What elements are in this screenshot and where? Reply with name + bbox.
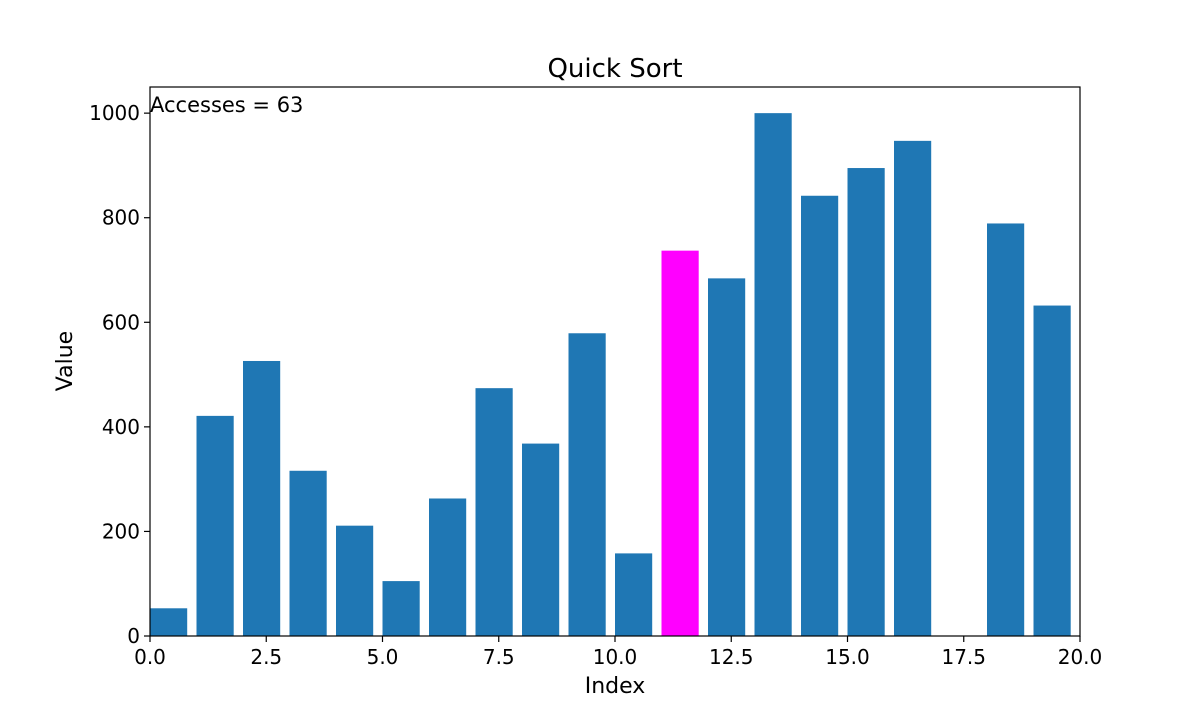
bar	[150, 608, 188, 636]
y-axis: 0 200 400 600 800 1000	[89, 101, 150, 648]
x-tick-label: 12.5	[709, 645, 754, 669]
accesses-annotation: Accesses = 63	[150, 93, 303, 117]
bar	[382, 581, 420, 636]
bar	[847, 168, 885, 637]
bar	[475, 388, 513, 636]
x-tick-label: 15.0	[825, 645, 870, 669]
bar	[522, 443, 560, 636]
bar	[801, 195, 839, 637]
x-tick-label: 10.0	[593, 645, 638, 669]
bar	[708, 278, 746, 636]
x-tick-label: 5.0	[367, 645, 399, 669]
bar	[754, 113, 792, 636]
bar	[243, 360, 281, 636]
x-axis: 0.0 2.5 5.0 7.5 10.0 12.5 15.0 17.5 20.0	[134, 636, 1102, 669]
x-tick-label: 17.5	[941, 645, 986, 669]
bar	[289, 470, 327, 636]
y-tick-label: 400	[102, 415, 140, 439]
y-tick-label: 800	[102, 206, 140, 230]
bar-highlighted	[661, 250, 699, 636]
bar	[568, 333, 606, 636]
bar	[336, 525, 374, 636]
y-axis-label: Value	[53, 331, 78, 391]
y-tick-label: 1000	[89, 101, 140, 125]
x-tick-label: 2.5	[250, 645, 282, 669]
y-tick-label: 600	[102, 310, 140, 334]
bar	[615, 553, 653, 636]
x-tick-label: 0.0	[134, 645, 166, 669]
x-tick-label: 20.0	[1058, 645, 1103, 669]
x-tick-label: 7.5	[483, 645, 515, 669]
bar	[987, 223, 1025, 637]
bar	[894, 140, 932, 636]
y-tick-label: 200	[102, 519, 140, 543]
y-tick-label: 0	[127, 624, 140, 648]
bar	[429, 498, 467, 636]
bar	[196, 415, 234, 636]
bar	[1033, 305, 1071, 636]
x-axis-label: Index	[585, 674, 646, 699]
chart-title: Quick Sort	[547, 54, 682, 84]
bars-group	[150, 113, 1071, 637]
